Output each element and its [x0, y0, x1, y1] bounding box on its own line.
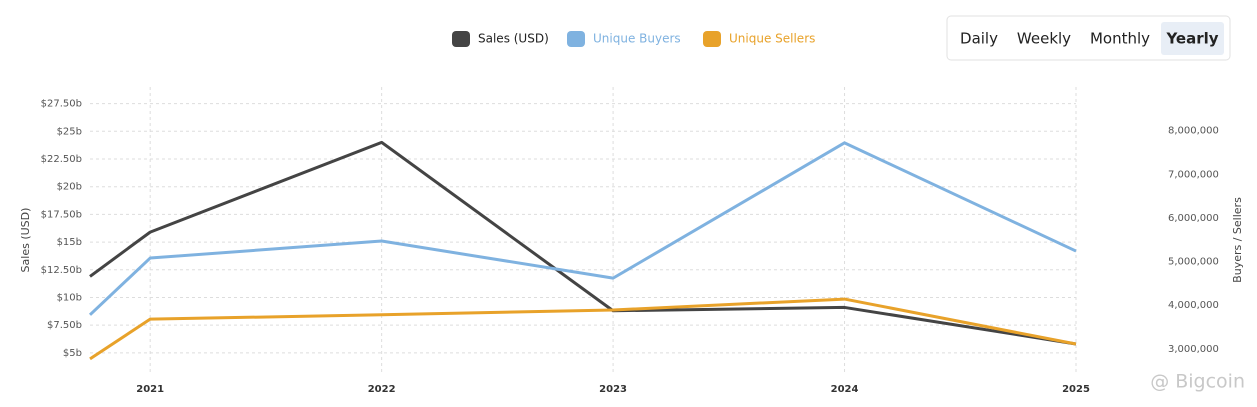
y2-tick-label: 3,000,000 [1168, 344, 1219, 355]
legend-swatch[interactable] [567, 31, 585, 47]
period-button[interactable]: Yearly [1165, 30, 1218, 48]
y2-tick-label: 5,000,000 [1168, 257, 1219, 268]
y-tick-label: $27.50b [41, 99, 82, 110]
legend-swatch[interactable] [703, 31, 721, 47]
y-axis-title: Sales (USD) [19, 208, 32, 273]
x-tick-label: 2025 [1062, 384, 1090, 395]
legend-label[interactable]: Unique Buyers [593, 32, 681, 46]
y-tick-label: $15b [57, 237, 82, 248]
legend-swatch[interactable] [452, 31, 470, 47]
period-button[interactable]: Monthly [1090, 30, 1150, 48]
x-tick-label: 2021 [136, 384, 164, 395]
y2-tick-label: 7,000,000 [1168, 169, 1219, 180]
watermark: @ Bigcoin [1150, 371, 1245, 393]
x-tick-label: 2024 [831, 384, 859, 395]
y-tick-label: $22.50b [41, 154, 82, 165]
legend-label[interactable]: Unique Sellers [729, 32, 815, 46]
period-button[interactable]: Daily [960, 30, 998, 48]
x-tick-label: 2023 [599, 384, 627, 395]
y-tick-label: $20b [57, 182, 82, 193]
series-line [89, 297, 1077, 361]
period-switch [946, 15, 1231, 61]
period-button[interactable]: Weekly [1017, 30, 1071, 48]
y-tick-label: $5b [63, 348, 82, 359]
y2-tick-label: 8,000,000 [1168, 126, 1219, 137]
y2-axis-title: Buyers / Sellers [1231, 197, 1244, 283]
y2-tick-label: 4,000,000 [1168, 300, 1219, 311]
y-tick-label: $10b [57, 292, 82, 303]
y-tick-label: $17.50b [41, 209, 82, 220]
y2-tick-label: 6,000,000 [1168, 213, 1219, 224]
y-tick-label: $25b [57, 126, 82, 137]
x-tick-label: 2022 [368, 384, 396, 395]
legend-label[interactable]: Sales (USD) [478, 32, 549, 46]
period-button-bg[interactable] [1161, 22, 1224, 55]
y-tick-label: $7.50b [47, 320, 82, 331]
series-line [88, 141, 1077, 316]
series-line [89, 140, 1077, 346]
y-tick-label: $12.50b [41, 265, 82, 276]
